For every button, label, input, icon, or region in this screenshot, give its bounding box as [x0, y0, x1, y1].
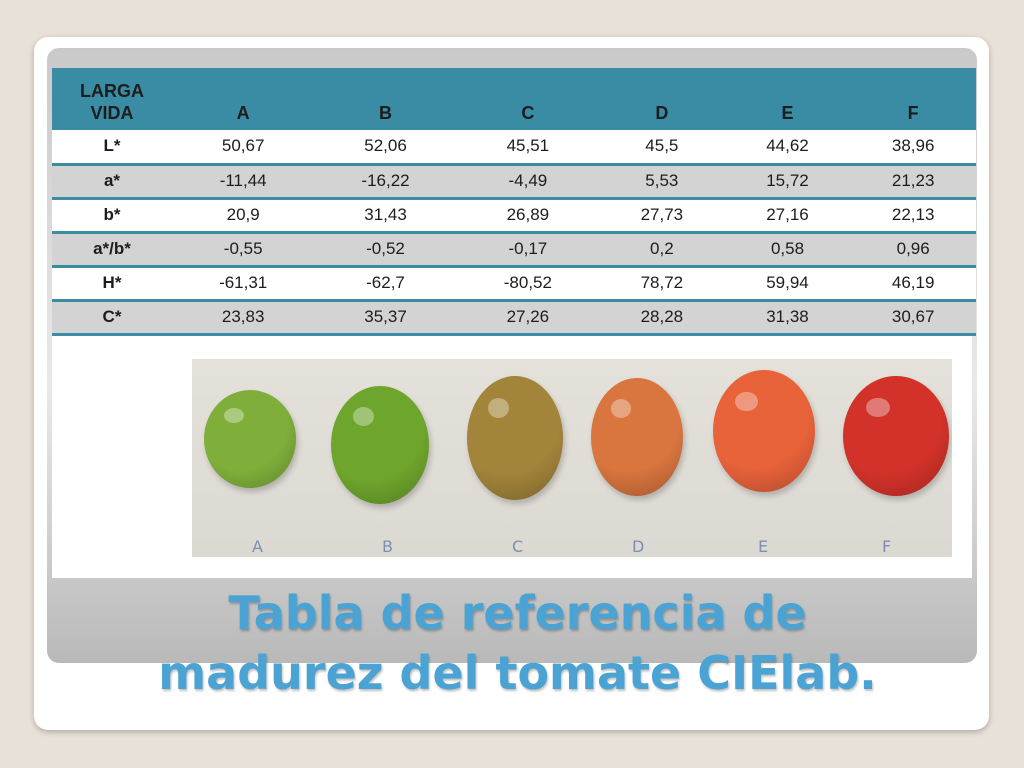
column-header-f: F — [907, 103, 919, 123]
table-cell: 44,62 — [766, 136, 809, 156]
table-cell: 27,16 — [766, 205, 809, 224]
row-label: L* — [103, 136, 121, 156]
table-cell: 23,83 — [221, 307, 265, 326]
table-cell: -62,7 — [366, 273, 405, 292]
row-label: a* — [103, 171, 121, 190]
table-cell: 27,73 — [640, 205, 684, 224]
table-row: a* -11,44 -16,22 -4,49 5,53 15,72 21,23 — [52, 164, 976, 198]
row-label: a*/b* — [93, 239, 131, 258]
column-header-b: B — [379, 103, 393, 123]
table-cell: -0,55 — [223, 239, 263, 258]
table-cell: 78,72 — [640, 273, 684, 292]
title-line-1: Tabla de referencia de — [228, 586, 807, 640]
table-cell: -0,17 — [508, 239, 548, 258]
table-cell: 45,51 — [506, 136, 550, 156]
tomato-d — [591, 378, 683, 496]
table-cell: 31,43 — [364, 205, 407, 224]
table-cell: 27,26 — [506, 307, 550, 326]
tomato-e — [713, 370, 815, 492]
tomato-label-a: A — [252, 537, 263, 556]
table-cell: -0,52 — [366, 239, 405, 258]
corner-line-1: LARGA — [80, 81, 144, 101]
table-row: a*/b* -0,55 -0,52 -0,17 0,2 0,58 0,96 — [52, 232, 976, 266]
title-line-2: madurez del tomate CIElab. — [158, 646, 877, 700]
tomato-c — [467, 376, 563, 500]
column-header-e: E — [781, 103, 794, 123]
table-cell: -4,49 — [508, 171, 548, 190]
table-cell: -11,44 — [219, 171, 267, 190]
table-cell: 26,89 — [506, 205, 550, 224]
tomato-label-d: D — [632, 537, 645, 556]
table-cell: 20,9 — [226, 205, 260, 224]
table-row: L* 50,67 52,06 45,51 45,5 44,62 38,96 — [52, 130, 976, 164]
table-cell: 38,96 — [891, 136, 935, 156]
column-header-a: A — [236, 103, 250, 123]
tomato-label-b: B — [382, 537, 393, 556]
content-panel: LARGA VIDA A B C D E F L* 50,67 52,06 45,51… — [47, 48, 977, 663]
table-cell: -80,52 — [503, 273, 552, 292]
table-cell: 0,58 — [770, 239, 805, 258]
row-label: b* — [103, 205, 121, 224]
table-cell: 46,19 — [891, 273, 935, 292]
column-header-d: D — [655, 103, 669, 123]
table-cell: 50,67 — [221, 136, 265, 156]
row-label: C* — [102, 307, 122, 326]
corner-line-2: VIDA — [90, 103, 134, 123]
tomato-b — [331, 386, 429, 504]
table-cell: 21,23 — [891, 171, 935, 190]
table-cell: 31,38 — [766, 307, 809, 326]
table-cell: 59,94 — [766, 273, 809, 292]
table-cell: 45,5 — [645, 136, 679, 156]
table-cell: 35,37 — [364, 307, 407, 326]
table-cell: 0,2 — [650, 239, 674, 258]
table-cell: -61,31 — [219, 273, 268, 292]
tomato-photo: A B C D E F — [192, 359, 952, 557]
table-row: b* 20,9 31,43 26,89 27,73 27,16 22,13 — [52, 198, 976, 232]
cielab-table: LARGA VIDA A B C D E F L* 50,67 52,06 45,51… — [52, 68, 976, 336]
table-row: H* -61,31 -62,7 -80,52 78,72 59,94 46,19 — [52, 266, 976, 300]
table-area: LARGA VIDA A B C D E F L* 50,67 52,06 45,51… — [52, 68, 976, 578]
tomato-label-e: E — [758, 537, 769, 556]
table-cell: 30,67 — [891, 307, 935, 326]
tomato-label-f: F — [882, 537, 892, 556]
table-cell: 5,53 — [645, 171, 679, 190]
corner-header: LARGA VIDA — [52, 68, 172, 130]
tomato-label-c: C — [512, 537, 524, 556]
table-row: C* 23,83 35,37 27,26 28,28 31,38 30,67 — [52, 300, 976, 334]
slide-title: Tabla de referencia de madurez del tomat… — [40, 583, 995, 703]
table-cell: -16,22 — [361, 171, 410, 190]
tomato-f — [843, 376, 949, 496]
table-cell: 0,96 — [896, 239, 930, 258]
table-cell: 15,72 — [766, 171, 809, 190]
table-header-row: LARGA VIDA A B C D E F — [52, 68, 976, 130]
column-header-c: C — [521, 103, 535, 123]
table-cell: 52,06 — [364, 136, 407, 156]
row-label: H* — [102, 273, 122, 292]
tomato-a — [204, 390, 296, 488]
table-cell: 22,13 — [891, 205, 935, 224]
table-cell: 28,28 — [640, 307, 684, 326]
